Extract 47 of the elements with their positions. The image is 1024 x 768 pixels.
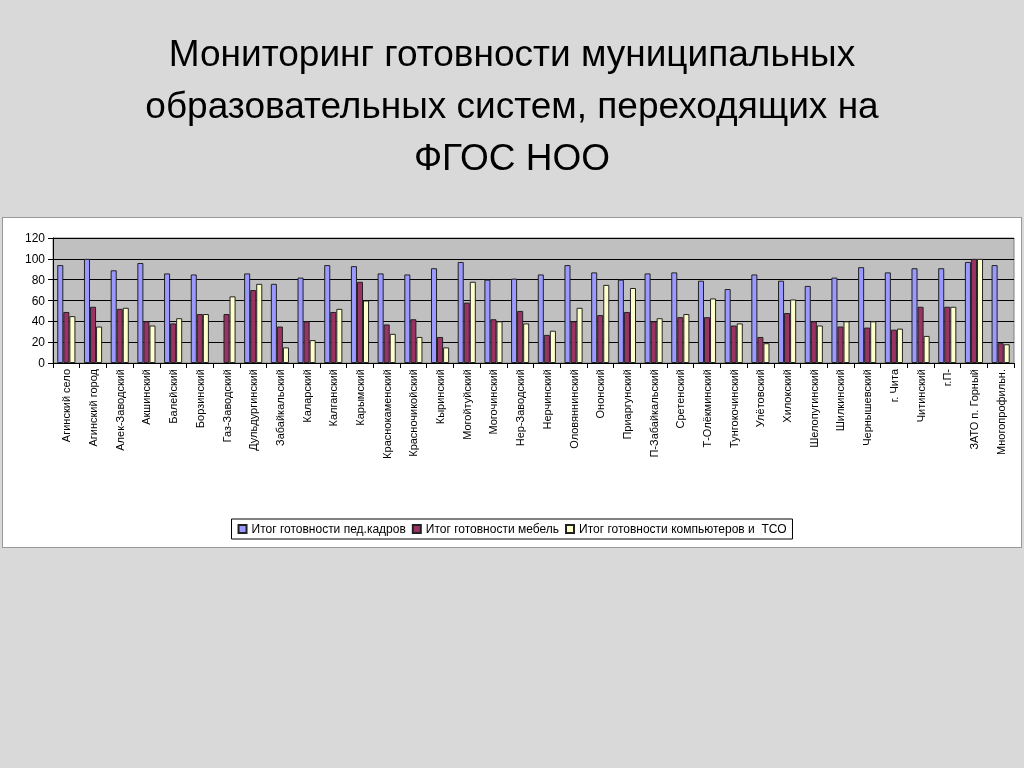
y-tick-label: 80: [31, 272, 46, 287]
x-tick-label: Могочинский: [487, 369, 500, 435]
x-tick-label: Улётовский: [754, 369, 767, 428]
x-tick-label: Кыринский: [434, 369, 447, 425]
x-tick-label: г.П-: [941, 368, 954, 387]
y-tick-label: 100: [24, 251, 46, 266]
x-tick-label: Каларский: [300, 369, 313, 423]
x-tick-label: Оловяннинский: [567, 369, 580, 449]
y-tick-label: 20: [31, 335, 46, 350]
x-tick-label: Многопрофильн.: [994, 369, 1007, 455]
y-tick-label: 60: [31, 293, 46, 308]
legend-label: Итог готовности пед.кадров: [251, 522, 406, 536]
x-tick-label: Агинский город: [87, 368, 100, 447]
x-tick-label: Забайкальский: [273, 369, 286, 446]
x-tick-label: Могойтуйский: [460, 369, 473, 440]
x-tick-label: Алек-Заводский: [113, 369, 126, 451]
x-tick-label: Ононский: [594, 369, 607, 419]
x-tick-label: Нер-Заводский: [514, 369, 527, 447]
y-tick-label: 120: [24, 231, 46, 245]
x-tick-label: ЗАТО п. Горный: [967, 369, 980, 450]
legend-label: Итог готовности компьютеров и ТСО: [579, 522, 787, 536]
x-tick-label: Газ-Заводский: [220, 369, 233, 443]
x-tick-label: П-Забайкальский: [647, 369, 660, 458]
x-tick-label: Красночикойский: [407, 369, 420, 457]
legend-label: Итог готовности мебель: [425, 522, 560, 536]
x-tick-label: Калганский: [327, 369, 340, 427]
x-tick-label: Приаргунский: [620, 369, 633, 440]
y-tick-label: 0: [38, 356, 46, 370]
x-tick-label: Балейский: [167, 369, 180, 424]
x-tick-label: Сретенский: [674, 369, 687, 429]
x-tick-label: г. Чита: [887, 368, 900, 403]
x-tick-label: Шилкинский: [834, 369, 847, 432]
x-tick-label: Краснокаменский: [380, 369, 393, 459]
x-tick-label: Агинский село: [60, 369, 73, 443]
x-tick-label: Дульдургинский: [247, 369, 260, 451]
y-tick-label: 40: [31, 314, 46, 329]
x-tick-label: Шелопугинский: [807, 369, 820, 448]
x-tick-label: Т-Олёкминский: [701, 369, 714, 448]
chart-title: Мониторинг готовности муниципальных образовательных систем, переходящих на ФГОС НОО: [144, 32, 880, 180]
x-tick-label: Хилокский: [781, 369, 794, 423]
x-tick-label: Тунгокочинский: [727, 369, 740, 448]
x-tick-label: Нерчинский: [540, 369, 553, 430]
x-tick-label: Карымский: [353, 369, 366, 426]
x-tick-label: Борзинский: [193, 369, 206, 429]
x-tick-label: Чернышевский: [861, 369, 874, 446]
x-tick-label: Читинский: [914, 369, 927, 423]
x-tick-label: Акшинский: [140, 369, 153, 425]
